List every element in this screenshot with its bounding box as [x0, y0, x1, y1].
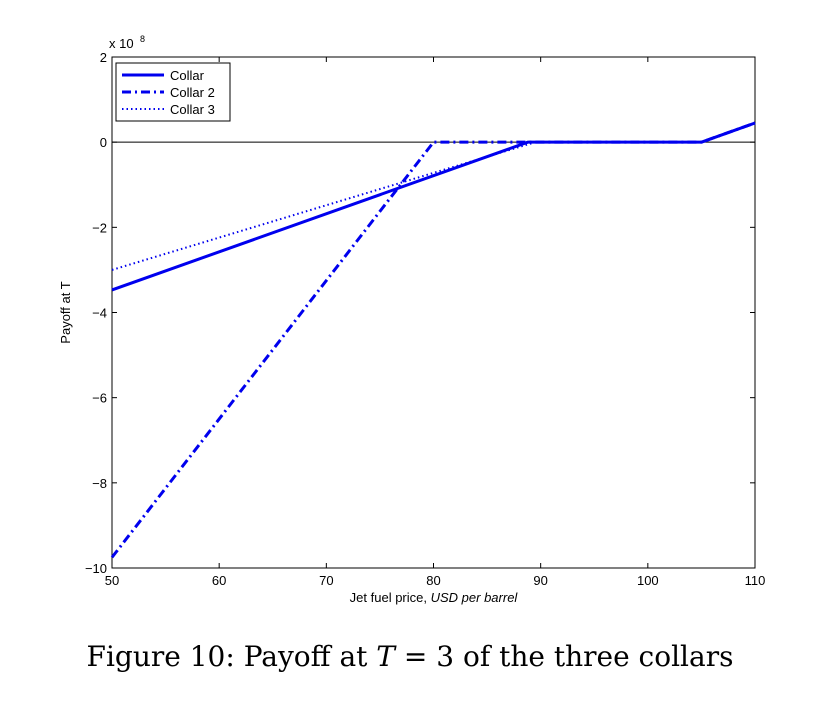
x-tick-label: 70	[319, 573, 333, 588]
x-tick-label: 50	[105, 573, 119, 588]
y-multiplier-label: x 10	[109, 36, 134, 51]
y-multiplier-exponent: 8	[140, 34, 145, 44]
x-tick-label: 90	[533, 573, 547, 588]
legend-label-1: Collar	[170, 68, 205, 83]
y-tick-label: −8	[92, 476, 107, 491]
caption-rest: = 3 of the three collars	[394, 640, 734, 673]
payoff-chart: 50 60 70 80 90 100 110 2 0 −2 −4 −6 −8 −10 x 10 8 Jet fu…	[58, 34, 766, 605]
x-tick-label: 60	[212, 573, 226, 588]
figure-caption: Figure 10: Payoff at T = 3 of the three …	[0, 640, 820, 673]
series-line-3	[111, 122, 756, 271]
y-tick-label: −2	[92, 220, 107, 235]
caption-variable: T	[376, 640, 395, 673]
x-tick-label: 110	[745, 573, 766, 588]
x-tick-label: 100	[637, 573, 659, 588]
x-axis-label: Jet fuel price, USD per barrel	[350, 590, 519, 605]
series-line-2	[110, 121, 756, 559]
y-axis-label: Payoff at T	[58, 281, 73, 343]
series-line-1	[111, 121, 756, 292]
plot-frame	[111, 56, 756, 569]
legend-label-2: Collar 2	[170, 85, 215, 100]
caption-prefix: Figure 10: Payoff at	[86, 640, 377, 673]
x-axis-label-unit: USD per barrel	[431, 590, 519, 605]
x-axis-label-prefix: Jet fuel price,	[350, 590, 431, 605]
y-tick-label: 0	[100, 135, 107, 150]
legend-label-3: Collar 3	[170, 102, 215, 117]
y-tick-label: −10	[85, 561, 107, 576]
x-tick-label: 80	[426, 573, 440, 588]
y-tick-label: −6	[92, 391, 107, 406]
y-tick-label: 2	[100, 50, 107, 65]
y-tick-label: −4	[92, 306, 107, 321]
